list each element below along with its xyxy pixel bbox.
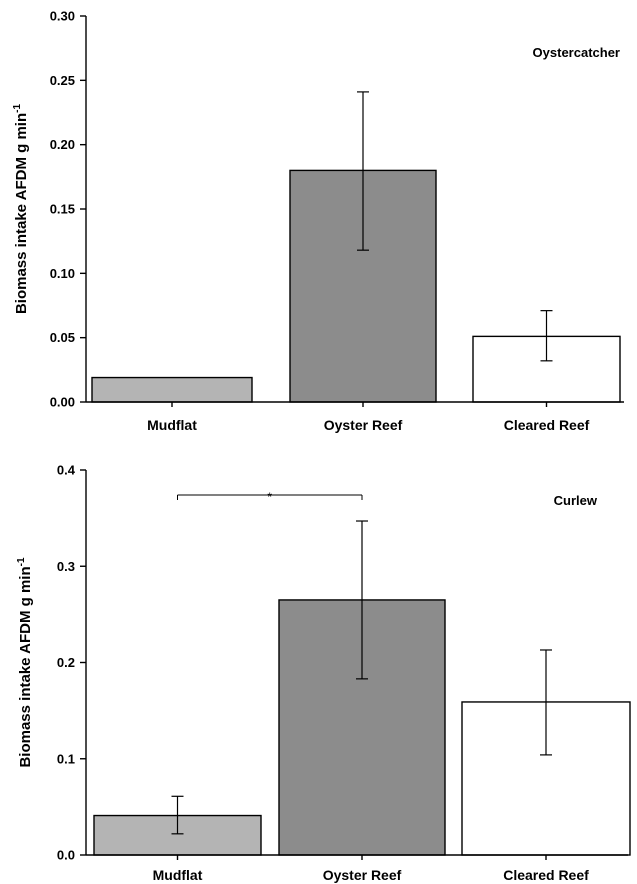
y-tick-label: 0.25 — [50, 73, 75, 88]
y-tick-label: 0.05 — [50, 330, 75, 345]
y-tick-label: 0.15 — [50, 202, 75, 217]
y-tick-label: 0.30 — [50, 9, 75, 24]
y-axis-label: Biomass intake AFDM g min-1 — [12, 104, 30, 314]
y-tick-label: 0.0 — [57, 848, 75, 863]
x-tick-label: Mudflat — [153, 867, 203, 883]
curlew-panel: 0.0 0.1 0.2 0.3 0.4 Mudflat Oyster Reef Cleared… — [16, 463, 631, 883]
x-tick-label: Oyster Reef — [323, 867, 402, 883]
y-tick-label: 0.1 — [57, 751, 75, 766]
significance-label: * — [267, 490, 272, 504]
y-tick-label: 0.10 — [50, 266, 75, 281]
y-tick-label: 0.4 — [57, 463, 76, 478]
panel-annotation: Oystercatcher — [533, 45, 620, 60]
panel-annotation: Curlew — [554, 493, 598, 508]
oystercatcher-panel: 0.00 0.05 0.10 0.15 0.20 0.25 0.30 Mudflat Oyste… — [12, 9, 624, 433]
y-tick-label: 0.3 — [57, 559, 75, 574]
bar — [91, 376, 253, 403]
x-tick-label: Oyster Reef — [324, 417, 403, 433]
x-tick-label: Cleared Reef — [504, 417, 590, 433]
y-tick-label: 0.00 — [50, 395, 75, 410]
x-tick-label: Cleared Reef — [503, 867, 589, 883]
y-axis-label: Biomass intake AFDM g min-1 — [16, 557, 34, 767]
y-tick-label: 0.20 — [50, 137, 75, 152]
y-tick-label: 0.2 — [57, 655, 75, 670]
x-tick-label: Mudflat — [147, 417, 197, 433]
